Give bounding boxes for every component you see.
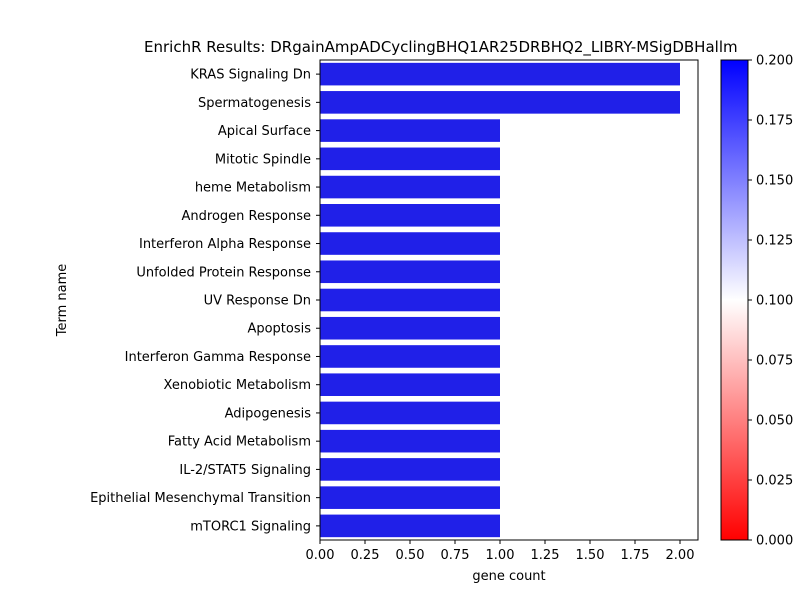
bar	[320, 288, 500, 312]
chart-title: EnrichR Results: DRgainAmpADCyclingBHQ1A…	[144, 38, 738, 57]
y-tick-label: heme Metabolism	[195, 181, 311, 196]
x-tick-label: 1.75	[621, 548, 650, 563]
colorbar-tick-label: 0.000	[756, 534, 793, 549]
bar	[320, 175, 500, 199]
x-tick-label: 0.75	[441, 548, 470, 563]
colorbar-tick-label: 0.075	[756, 354, 793, 369]
bar	[320, 147, 500, 171]
y-tick-label: Epithelial Mesenchymal Transition	[90, 491, 311, 506]
bar	[320, 458, 500, 481]
y-axis-label: Term name	[55, 264, 70, 338]
x-tick-label: 1.00	[486, 548, 515, 563]
y-tick-label: IL-2/STAT5 Signaling	[179, 463, 311, 478]
y-tick-label: Fatty Acid Metabolism	[168, 435, 311, 450]
bar	[320, 62, 680, 86]
x-tick-label: 0.50	[396, 548, 425, 563]
y-tick-label: Adipogenesis	[225, 406, 312, 421]
y-tick-label: Mitotic Spindle	[215, 152, 311, 167]
colorbar-tick-label: 0.125	[756, 234, 793, 249]
bar	[320, 345, 500, 368]
y-tick-label: Spermatogenesis	[198, 96, 311, 111]
bar	[320, 204, 500, 227]
y-tick-label: Xenobiotic Metabolism	[164, 378, 311, 393]
y-tick-label: Apical Surface	[218, 124, 311, 139]
bar	[320, 232, 500, 255]
x-tick-label: 0.00	[306, 548, 335, 563]
y-tick-label: KRAS Signaling Dn	[190, 68, 311, 83]
y-tick-label: Androgen Response	[182, 209, 311, 224]
bar	[320, 514, 500, 538]
bar	[320, 401, 500, 425]
bar	[320, 373, 500, 396]
x-tick-label: 2.00	[666, 548, 695, 563]
bar	[320, 486, 500, 509]
y-tick-label: Apoptosis	[247, 322, 311, 337]
colorbar-ticks: 0.000 0.025 0.050 0.075 0.100 0.125 0.150 0.175…	[748, 54, 793, 549]
colorbar-tick-label: 0.150	[756, 174, 793, 189]
y-tick-label: Unfolded Protein Response	[136, 265, 311, 280]
colorbar-tick-label: 0.175	[756, 114, 793, 129]
x-tick-label: 0.25	[351, 548, 380, 563]
x-ticks: 0.00 0.25 0.50 0.75 1.00 1.25 1.50 1.75 2.00	[306, 540, 695, 563]
bars-layer	[320, 62, 680, 538]
x-axis-label: gene count	[472, 569, 545, 584]
y-tick-label: Interferon Gamma Response	[125, 350, 311, 365]
bar	[320, 429, 500, 453]
y-tick-label: mTORC1 Signaling	[190, 519, 311, 534]
bar	[320, 260, 500, 284]
colorbar-tick-label: 0.050	[756, 414, 793, 429]
y-tick-label: UV Response Dn	[204, 294, 311, 309]
bar	[320, 91, 680, 114]
x-tick-label: 1.50	[576, 548, 605, 563]
colorbar	[720, 59, 749, 541]
colorbar-tick-label: 0.100	[756, 294, 793, 309]
y-tick-label: Interferon Alpha Response	[139, 237, 311, 252]
colorbar-tick-label: 0.200	[756, 54, 793, 69]
colorbar-tick-label: 0.025	[756, 474, 793, 489]
bar	[320, 119, 500, 142]
bar	[320, 316, 500, 340]
y-tick-labels: KRAS Signaling Dn Spermatogenesis Apical S…	[90, 68, 320, 534]
x-tick-label: 1.25	[531, 548, 560, 563]
